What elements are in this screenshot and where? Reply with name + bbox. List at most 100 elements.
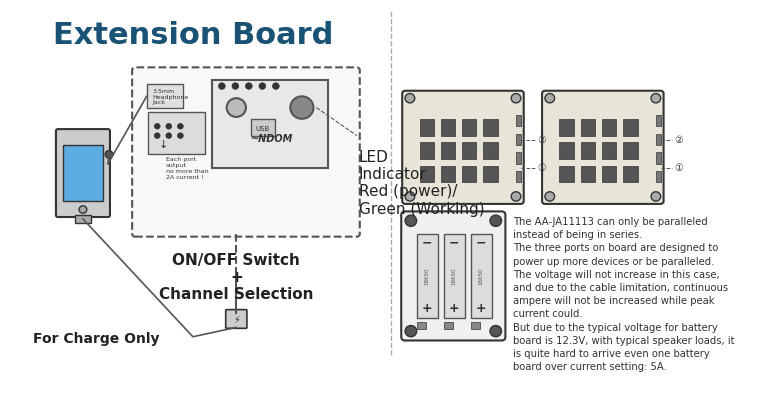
Circle shape	[651, 192, 661, 201]
Bar	[516, 171, 521, 182]
Bar	[483, 119, 497, 136]
Bar	[63, 145, 103, 201]
Bar	[75, 215, 91, 223]
Circle shape	[166, 133, 172, 138]
Bar	[623, 166, 637, 182]
Bar	[443, 234, 465, 318]
Text: 18650: 18650	[425, 267, 430, 285]
Circle shape	[246, 83, 253, 89]
Bar	[441, 119, 455, 136]
FancyBboxPatch shape	[56, 129, 110, 217]
Text: USB: USB	[256, 126, 270, 132]
Text: 3.5mm
Headphone
Jack: 3.5mm Headphone Jack	[152, 89, 188, 106]
Text: ~NDOM: ~NDOM	[251, 134, 293, 144]
Bar	[251, 119, 275, 136]
Circle shape	[272, 83, 279, 89]
Bar	[471, 322, 480, 329]
Text: ②: ②	[537, 135, 546, 145]
Circle shape	[490, 326, 501, 337]
Bar	[443, 322, 454, 329]
Text: +: +	[476, 302, 486, 315]
Bar	[581, 142, 595, 159]
Bar	[441, 142, 455, 159]
Text: ↓: ↓	[160, 140, 168, 150]
Bar	[417, 234, 438, 318]
Text: For Charge Only: For Charge Only	[33, 332, 160, 346]
Bar	[602, 142, 616, 159]
Text: LED
Indicator
Red (power)/
Green (Working): LED Indicator Red (power)/ Green (Workin…	[359, 150, 484, 217]
Circle shape	[490, 215, 501, 226]
Circle shape	[651, 94, 661, 103]
Bar	[420, 119, 434, 136]
Bar	[581, 119, 595, 136]
Text: ①: ①	[537, 163, 546, 173]
Circle shape	[154, 133, 160, 138]
Bar	[656, 134, 661, 145]
Text: 18650: 18650	[452, 267, 457, 285]
Bar	[623, 142, 637, 159]
Bar	[148, 112, 206, 154]
Circle shape	[166, 124, 172, 129]
FancyBboxPatch shape	[132, 67, 360, 237]
Circle shape	[290, 96, 314, 119]
Circle shape	[232, 83, 239, 89]
Text: ②: ②	[674, 135, 683, 145]
Bar	[420, 166, 434, 182]
Bar	[602, 166, 616, 182]
Circle shape	[227, 98, 246, 117]
Bar	[462, 142, 476, 159]
Circle shape	[511, 192, 521, 201]
Bar	[483, 166, 497, 182]
Bar	[516, 134, 521, 145]
Circle shape	[511, 94, 521, 103]
Text: −: −	[422, 237, 432, 250]
Bar	[462, 166, 476, 182]
Text: ⚡: ⚡	[233, 315, 240, 325]
Text: ①: ①	[674, 163, 683, 173]
Bar	[559, 166, 574, 182]
FancyBboxPatch shape	[542, 91, 664, 204]
Bar	[420, 142, 434, 159]
Text: +: +	[422, 302, 432, 315]
Text: −: −	[449, 237, 460, 250]
Circle shape	[405, 215, 417, 226]
Circle shape	[405, 192, 414, 201]
Bar	[146, 84, 183, 108]
Bar	[623, 119, 637, 136]
Bar	[441, 166, 455, 182]
Text: −: −	[476, 237, 486, 250]
Circle shape	[79, 206, 87, 213]
Text: Each port
output
no more than
2A current !: Each port output no more than 2A current…	[166, 157, 209, 180]
Bar	[417, 322, 426, 329]
Circle shape	[259, 83, 266, 89]
Text: 18650: 18650	[479, 267, 484, 285]
Bar	[656, 152, 661, 164]
Circle shape	[545, 192, 554, 201]
Bar	[483, 142, 497, 159]
Bar	[559, 142, 574, 159]
Bar	[212, 80, 328, 168]
Circle shape	[105, 150, 113, 158]
FancyBboxPatch shape	[226, 310, 247, 328]
Text: Extension Board: Extension Board	[52, 20, 333, 50]
Circle shape	[405, 94, 414, 103]
FancyBboxPatch shape	[401, 212, 505, 340]
Circle shape	[405, 326, 417, 337]
Circle shape	[178, 133, 183, 138]
Circle shape	[218, 83, 225, 89]
Bar	[516, 115, 521, 126]
Text: The AA-JA11113 can only be paralleled
instead of being in series.
The three port: The AA-JA11113 can only be paralleled in…	[513, 217, 734, 372]
Bar	[656, 115, 661, 126]
Bar	[602, 119, 616, 136]
Text: +: +	[449, 302, 460, 315]
Circle shape	[178, 124, 183, 129]
Circle shape	[545, 94, 554, 103]
Bar	[516, 152, 521, 164]
FancyBboxPatch shape	[402, 91, 524, 204]
Bar	[462, 119, 476, 136]
Bar	[581, 166, 595, 182]
Circle shape	[154, 124, 160, 129]
Bar	[656, 171, 661, 182]
Text: ON/OFF Switch
+
Channel Selection: ON/OFF Switch + Channel Selection	[159, 252, 314, 302]
Bar	[559, 119, 574, 136]
